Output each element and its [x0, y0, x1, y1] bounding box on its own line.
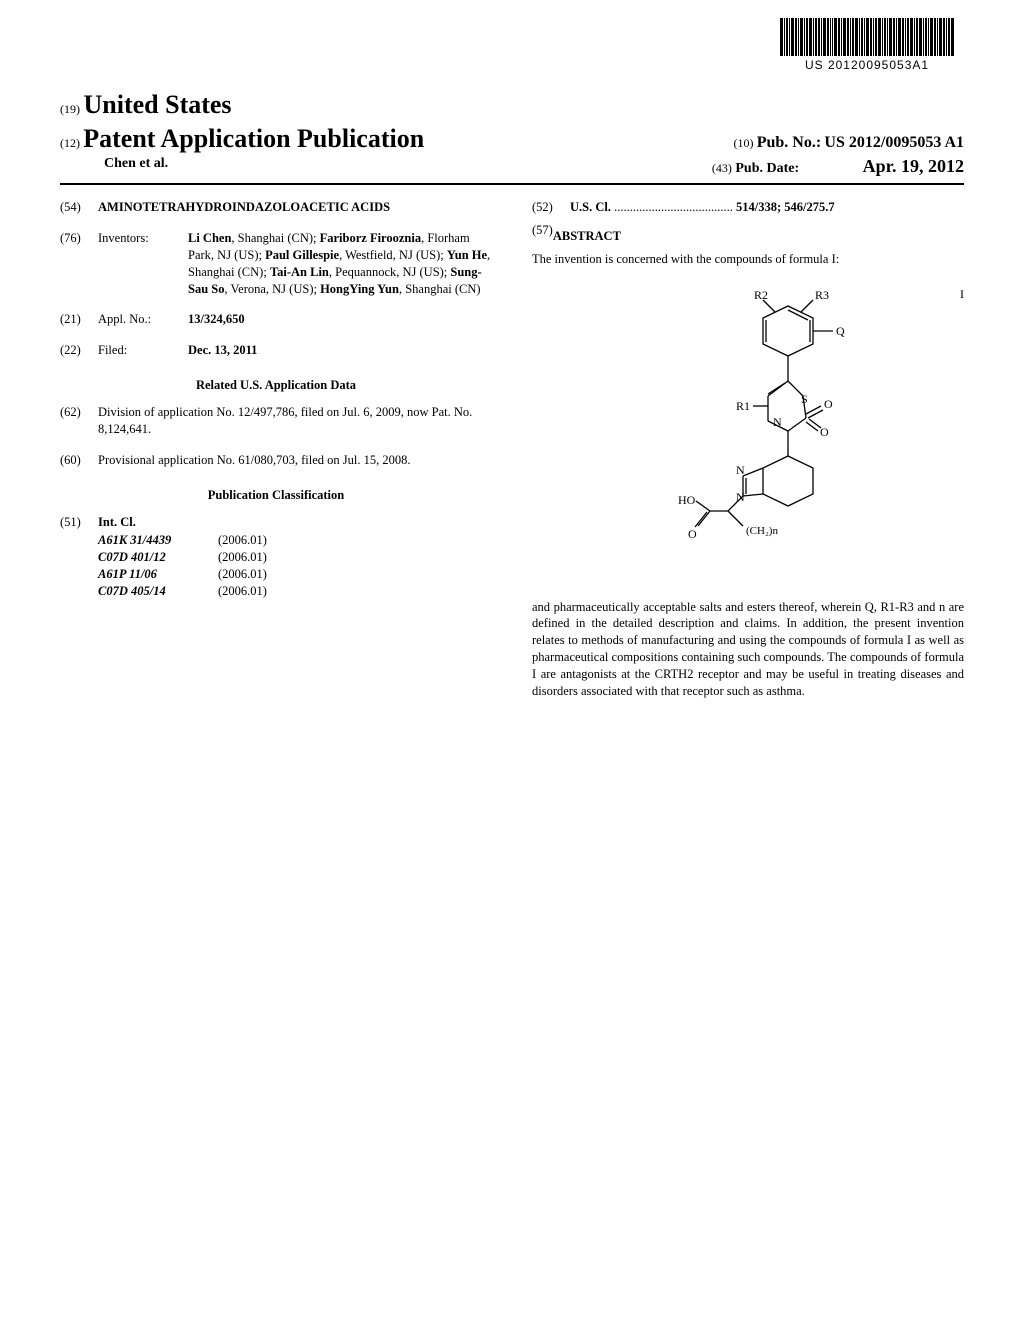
us-cl-label: U.S. Cl.	[570, 200, 611, 214]
mol-r3: R3	[815, 288, 829, 302]
formula-number: I	[960, 286, 964, 302]
barcode-graphic	[780, 18, 954, 56]
mol-ch2n: (CH₂)n	[746, 525, 778, 537]
field-21: (21) Appl. No.: 13/324,650	[60, 311, 492, 328]
code-60: (60)	[60, 452, 98, 469]
pub-date: Apr. 19, 2012	[863, 156, 964, 176]
field-52: (52) U.S. Cl. ..........................…	[532, 199, 964, 216]
mol-n3: N	[736, 490, 745, 504]
dots: ......................................	[614, 200, 733, 214]
inventors-label: Inventors:	[98, 230, 188, 298]
mol-q: Q	[836, 324, 845, 338]
ipc-row: C07D 405/14 (2006.01)	[98, 583, 492, 600]
related-data-title: Related U.S. Application Data	[60, 377, 492, 394]
appl-no-label: Appl. No.:	[98, 311, 188, 328]
barcode-number: US 20120095053A1	[780, 58, 954, 72]
ipc-row: A61K 31/4439 (2006.01)	[98, 532, 492, 549]
mol-r1: R1	[736, 399, 750, 413]
header-divider	[60, 183, 964, 185]
filed-label: Filed:	[98, 342, 188, 359]
right-column: (52) U.S. Cl. ..........................…	[532, 199, 964, 700]
ipc-year: (2006.01)	[218, 549, 298, 566]
field-76: (76) Inventors: Li Chen, Shanghai (CN); …	[60, 230, 492, 298]
code-52: (52)	[532, 199, 570, 216]
mol-n1: N	[773, 415, 782, 429]
ipc-code: C07D 401/12	[98, 549, 218, 566]
ipc-year: (2006.01)	[218, 532, 298, 549]
field-57: (57) ABSTRACT	[532, 222, 964, 251]
field-22: (22) Filed: Dec. 13, 2011	[60, 342, 492, 359]
code-57: (57)	[532, 222, 553, 251]
mol-o1: O	[824, 397, 833, 411]
publication-title: Patent Application Publication	[83, 124, 424, 153]
mol-s: S	[801, 392, 808, 406]
ipc-year: (2006.01)	[218, 566, 298, 583]
field-62-value: Division of application No. 12/497,786, …	[98, 404, 492, 438]
pub-no: US 2012/0095053 A1	[824, 134, 964, 151]
int-cl-label: Int. Cl.	[98, 514, 492, 531]
ipc-code: A61P 11/06	[98, 566, 218, 583]
code-12: (12)	[60, 136, 80, 150]
code-21: (21)	[60, 311, 98, 328]
invention-title: AMINOTETRAHYDROINDAZOLOACETIC ACIDS	[98, 199, 492, 216]
abstract-label: ABSTRACT	[553, 228, 621, 245]
code-76: (76)	[60, 230, 98, 298]
left-column: (54) AMINOTETRAHYDROINDAZOLOACETIC ACIDS…	[60, 199, 492, 700]
mol-r2: R2	[754, 288, 768, 302]
mol-o2: O	[820, 425, 829, 439]
code-19: (19)	[60, 102, 80, 116]
abstract-intro: The invention is concerned with the comp…	[532, 251, 964, 268]
chemical-structure: I	[532, 286, 964, 581]
field-60: (60) Provisional application No. 61/080,…	[60, 452, 492, 469]
pub-date-label: Pub. Date:	[735, 161, 799, 176]
abstract-body: and pharmaceutically acceptable salts an…	[532, 599, 964, 700]
ipc-code: C07D 405/14	[98, 583, 218, 600]
ipc-row: C07D 401/12 (2006.01)	[98, 549, 492, 566]
header: (19) United States (12) Patent Applicati…	[60, 90, 964, 185]
pub-no-label: Pub. No.:	[757, 134, 821, 151]
mol-o3: O	[688, 527, 697, 541]
ipc-year: (2006.01)	[218, 583, 298, 600]
inventors-value: Li Chen, Shanghai (CN); Fariborz Firoozn…	[188, 230, 492, 298]
authors: Chen et al.	[104, 156, 168, 177]
country: United States	[84, 90, 232, 119]
filed-value: Dec. 13, 2011	[188, 342, 492, 359]
ipc-list: A61K 31/4439 (2006.01) C07D 401/12 (2006…	[98, 532, 492, 600]
barcode-block: US 20120095053A1	[780, 18, 954, 72]
ipc-row: A61P 11/06 (2006.01)	[98, 566, 492, 583]
field-60-value: Provisional application No. 61/080,703, …	[98, 452, 492, 469]
ipc-code: A61K 31/4439	[98, 532, 218, 549]
code-43: (43)	[712, 161, 732, 175]
code-54: (54)	[60, 199, 98, 216]
mol-n2: N	[736, 463, 745, 477]
molecule-diagram: R2 R3 Q R1 N S O O N N HO O (CH₂)n	[618, 286, 878, 576]
code-10: (10)	[733, 136, 753, 150]
mol-ho: HO	[678, 493, 696, 507]
us-cl-value: 514/338; 546/275.7	[736, 200, 835, 214]
field-51: (51) Int. Cl.	[60, 514, 492, 531]
pub-classification-title: Publication Classification	[60, 487, 492, 504]
field-62: (62) Division of application No. 12/497,…	[60, 404, 492, 438]
appl-no-value: 13/324,650	[188, 311, 492, 328]
code-62: (62)	[60, 404, 98, 438]
field-54: (54) AMINOTETRAHYDROINDAZOLOACETIC ACIDS	[60, 199, 492, 216]
code-51: (51)	[60, 514, 98, 531]
code-22: (22)	[60, 342, 98, 359]
